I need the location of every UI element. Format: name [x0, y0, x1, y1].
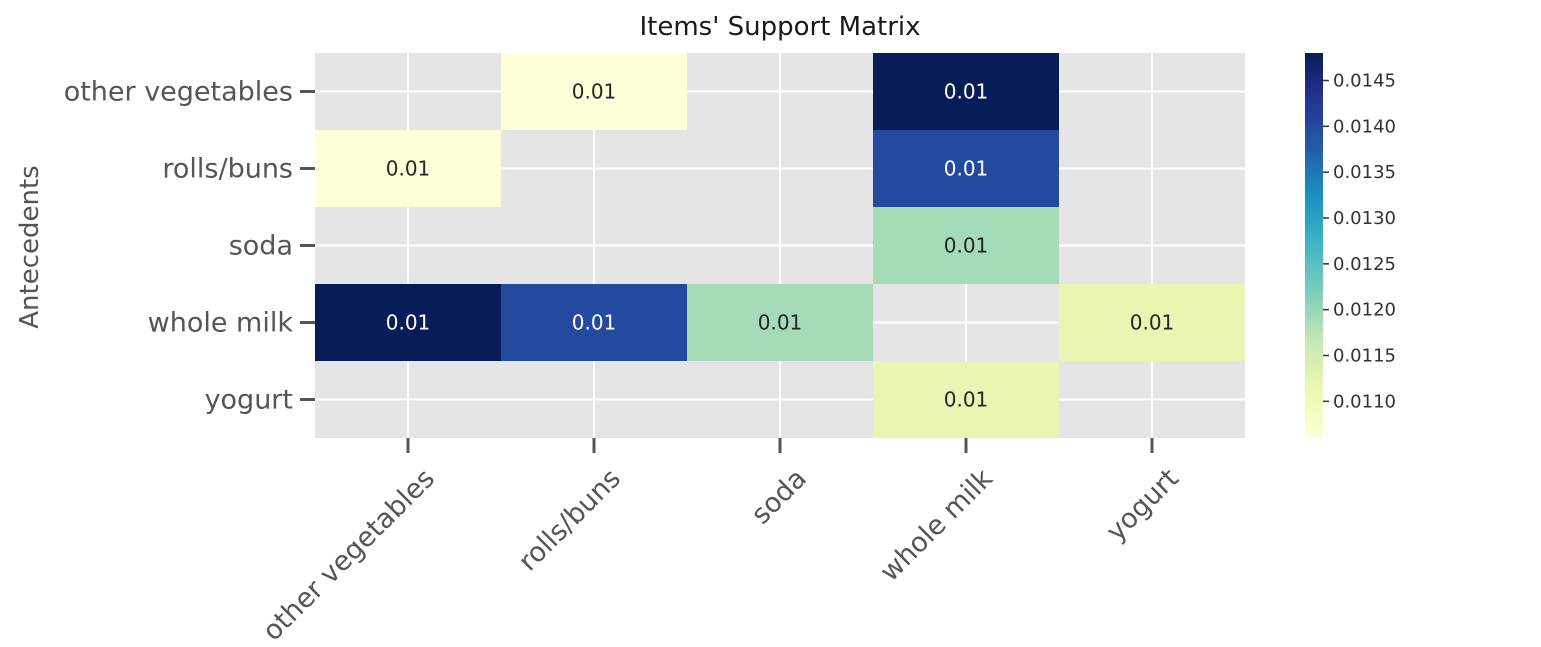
y-tick-label: whole milk [148, 308, 294, 339]
heatmap-cell [315, 284, 501, 361]
colorbar-tick-label: 0.0120 [1333, 300, 1396, 321]
heatmap-cell [315, 130, 501, 207]
x-tick-label: other vegetables [257, 463, 441, 647]
colorbar-gradient [1305, 53, 1323, 438]
heatmap-cell [873, 53, 1059, 130]
cell-value-label: 0.01 [386, 157, 431, 181]
y-tick-label: yogurt [205, 385, 293, 416]
cell-value-label: 0.01 [944, 80, 989, 104]
heatmap-cell [873, 130, 1059, 207]
heatmap-cell [873, 361, 1059, 438]
y-tick-label: other vegetables [64, 77, 293, 108]
colorbar-tick-label: 0.0125 [1333, 254, 1396, 275]
heatmap-cell [1059, 284, 1245, 361]
cell-value-label: 0.01 [386, 311, 431, 335]
heatmap-cell [501, 53, 687, 130]
colorbar-tick-label: 0.0110 [1333, 391, 1396, 412]
chart-title: Items' Support Matrix [639, 12, 920, 42]
cell-value-label: 0.01 [572, 311, 617, 335]
x-tick-label: yogurt [1100, 463, 1184, 547]
y-tick-label: soda [229, 231, 293, 262]
cell-value-label: 0.01 [944, 388, 989, 412]
cell-value-label: 0.01 [758, 311, 803, 335]
heatmap-cell [687, 284, 873, 361]
cell-value-label: 0.01 [572, 80, 617, 104]
colorbar-tick-label: 0.0115 [1333, 346, 1396, 367]
cell-value-label: 0.01 [1130, 311, 1175, 335]
colorbar-tick-label: 0.0145 [1333, 71, 1396, 92]
y-axis-label: Antecedents [15, 165, 45, 328]
heatmap-cell [501, 284, 687, 361]
colorbar-tick-label: 0.0130 [1333, 208, 1396, 229]
cell-value-label: 0.01 [944, 234, 989, 258]
x-tick-label: whole milk [874, 463, 999, 588]
y-tick-label: rolls/buns [162, 154, 293, 185]
colorbar-tick-label: 0.0135 [1333, 162, 1396, 183]
colorbar: 0.0110 0.0115 0.0120 0.0125 0.0130 0.0135 0.01… [1305, 53, 1396, 438]
x-tick-label: rolls/buns [513, 463, 627, 577]
heatmap-cells: 0.01 0.01 0.01 0.01 0.01 0.01 0.01 0.01 0.01 0.01 [315, 53, 1245, 438]
heatmap-cell [873, 207, 1059, 284]
cell-value-label: 0.01 [944, 157, 989, 181]
x-tick-label: soda [746, 463, 813, 530]
colorbar-tick-label: 0.0140 [1333, 116, 1396, 137]
